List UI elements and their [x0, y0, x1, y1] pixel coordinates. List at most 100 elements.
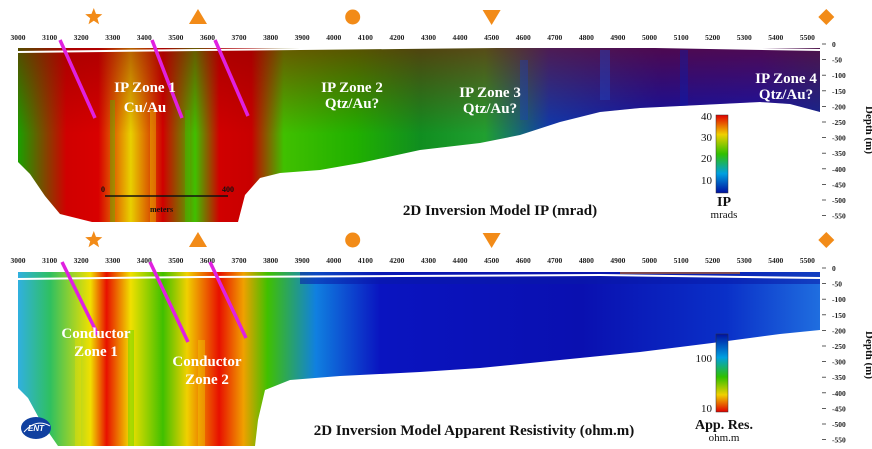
res-x-tick: 4500: [484, 256, 499, 265]
ip-x-tick: 4200: [389, 33, 404, 42]
ip-zone-4-line1: IP Zone 4: [755, 71, 817, 87]
triangle-down-icon: [482, 233, 501, 248]
res-x-tick: 3300: [105, 256, 120, 265]
res-zone-1-line2: Zone 1: [74, 344, 118, 360]
ip-zone-labels: IP Zone 1 Cu/Au IP Zone 2 Qtz/Au? IP Zon…: [114, 71, 817, 117]
triangle-down-icon: [482, 10, 501, 25]
ip-interpretation-lines: [58, 39, 250, 119]
res-colorbar-10: 10: [701, 403, 713, 415]
ip-depth-tick: -200: [832, 102, 846, 111]
res-x-tick: 3500: [168, 256, 183, 265]
ip-x-tick: 4500: [484, 33, 499, 42]
ip-x-tick: 3000: [11, 33, 26, 42]
star-icon: [85, 231, 103, 248]
ip-colorbar: 40 30 20 10 IP mrads: [701, 111, 737, 221]
res-x-tick: 3600: [200, 256, 215, 265]
res-depth-tick: -550: [832, 436, 846, 445]
ip-colorbar-title: IP: [717, 195, 731, 210]
ip-colorbar-10: 10: [701, 175, 713, 187]
ip-x-tick: 5100: [674, 33, 689, 42]
ip-depth-tick: -50: [832, 56, 842, 65]
res-x-tick: 3400: [137, 256, 152, 265]
ip-depth-label: Depth (m): [863, 106, 872, 154]
res-depth-tick: -350: [832, 373, 846, 382]
ip-depth-tick: -150: [832, 87, 846, 96]
res-x-tick: 5200: [705, 256, 720, 265]
ip-x-tick: 3600: [200, 33, 215, 42]
star-icon: [85, 8, 103, 25]
circle-icon: [345, 9, 361, 25]
res-interpretation-lines: [60, 261, 248, 343]
res-colorbar: 100 10 App. Res. ohm.m: [695, 333, 753, 444]
ip-depth-tick: -250: [832, 118, 846, 127]
ip-surface-line: [17, 44, 821, 53]
ip-x-tick: 3100: [42, 33, 57, 42]
res-zone-2-line1: Conductor: [172, 354, 242, 370]
ip-colorbar-20: 20: [701, 153, 713, 165]
logo-text: ENT: [28, 424, 45, 433]
ip-colorbar-30: 30: [701, 132, 713, 144]
diamond-icon: [818, 232, 835, 248]
ip-panel: 3000 3100 3200 3300 3400 3500 3600 3700 3800 3900…: [11, 33, 872, 222]
res-x-tick: 3000: [11, 256, 26, 265]
ip-x-tick: 3400: [137, 33, 152, 42]
res-depth-tick: -300: [832, 358, 846, 367]
res-colorbar-title: App. Res.: [695, 418, 753, 433]
ip-x-tick: 4000: [326, 33, 341, 42]
res-x-tick: 5500: [800, 256, 815, 265]
ip-depth-tick: -500: [832, 196, 846, 205]
res-x-tick: 5000: [642, 256, 657, 265]
res-x-tick: 5300: [737, 256, 752, 265]
ip-depth-tick: -550: [832, 212, 846, 221]
ip-zone-4-line2: Qtz/Au?: [759, 87, 813, 103]
ip-x-tick: 4600: [516, 33, 531, 42]
ip-x-axis: 3000 3100 3200 3300 3400 3500 3600 3700 3800 3900…: [11, 33, 816, 42]
scale-bar-start: 0: [101, 185, 105, 194]
res-depth-tick: -250: [832, 342, 846, 351]
ip-station-markers: [85, 8, 835, 25]
res-x-tick: 4000: [326, 256, 341, 265]
res-x-axis: 3000 3100 3200 3300 3400 3500 3600 3700 3800 3900…: [11, 256, 816, 265]
ip-x-tick: 5400: [768, 33, 783, 42]
res-depth-tick: -500: [832, 420, 846, 429]
res-depth-tick: -50: [832, 280, 842, 289]
ip-depth-tick: 0: [832, 40, 836, 49]
res-colorbar-unit: ohm.m: [709, 432, 740, 444]
diamond-icon: [818, 9, 835, 25]
ip-x-tick: 3800: [263, 33, 278, 42]
res-depth-tick: -400: [832, 389, 846, 398]
ip-zone-2-line2: Qtz/Au?: [325, 96, 379, 112]
res-zone-1-line1: Conductor: [61, 326, 131, 342]
res-depth-tick: -200: [832, 326, 846, 335]
ip-x-tick: 3300: [105, 33, 120, 42]
triangle-up-icon: [188, 232, 207, 247]
res-depth-tick: 0: [832, 264, 836, 273]
ip-x-tick: 4400: [453, 33, 468, 42]
res-x-tick: 3900: [295, 256, 310, 265]
res-x-tick: 4100: [358, 256, 373, 265]
ip-zone-1-line1: IP Zone 1: [114, 80, 176, 96]
res-colorbar-100: 100: [696, 353, 713, 365]
res-depth-tick: -450: [832, 404, 846, 413]
company-logo: ENT: [21, 417, 51, 439]
res-x-tick: 4700: [547, 256, 562, 265]
ip-zone-2-line1: IP Zone 2: [321, 80, 383, 96]
ip-x-tick: 4700: [547, 33, 562, 42]
ip-depth-tick: -400: [832, 165, 846, 174]
resistivity-panel: 3000 3100 3200 3300 3400 3500 3600 3700 3800 3900…: [11, 256, 872, 446]
ip-panel-title: 2D Inversion Model IP (mrad): [403, 203, 597, 219]
res-x-tick: 3200: [74, 256, 89, 265]
ip-colorbar-max: 40: [701, 111, 713, 123]
res-x-tick: 5100: [674, 256, 689, 265]
res-station-markers: [85, 231, 835, 248]
ip-colorbar-unit: mrads: [711, 209, 738, 221]
ip-x-tick: 5200: [705, 33, 720, 42]
res-x-tick: 4900: [610, 256, 625, 265]
ip-x-tick: 3700: [232, 33, 247, 42]
ip-zone-3-line2: Qtz/Au?: [463, 101, 517, 117]
res-surface-line: [17, 273, 821, 280]
ip-x-tick: 3900: [295, 33, 310, 42]
ip-zone-3-line1: IP Zone 3: [459, 85, 521, 101]
ip-depth-axis: 0 -50 -100 -150 -200 -250 -300 -350 -400 -450 -500…: [822, 40, 846, 221]
